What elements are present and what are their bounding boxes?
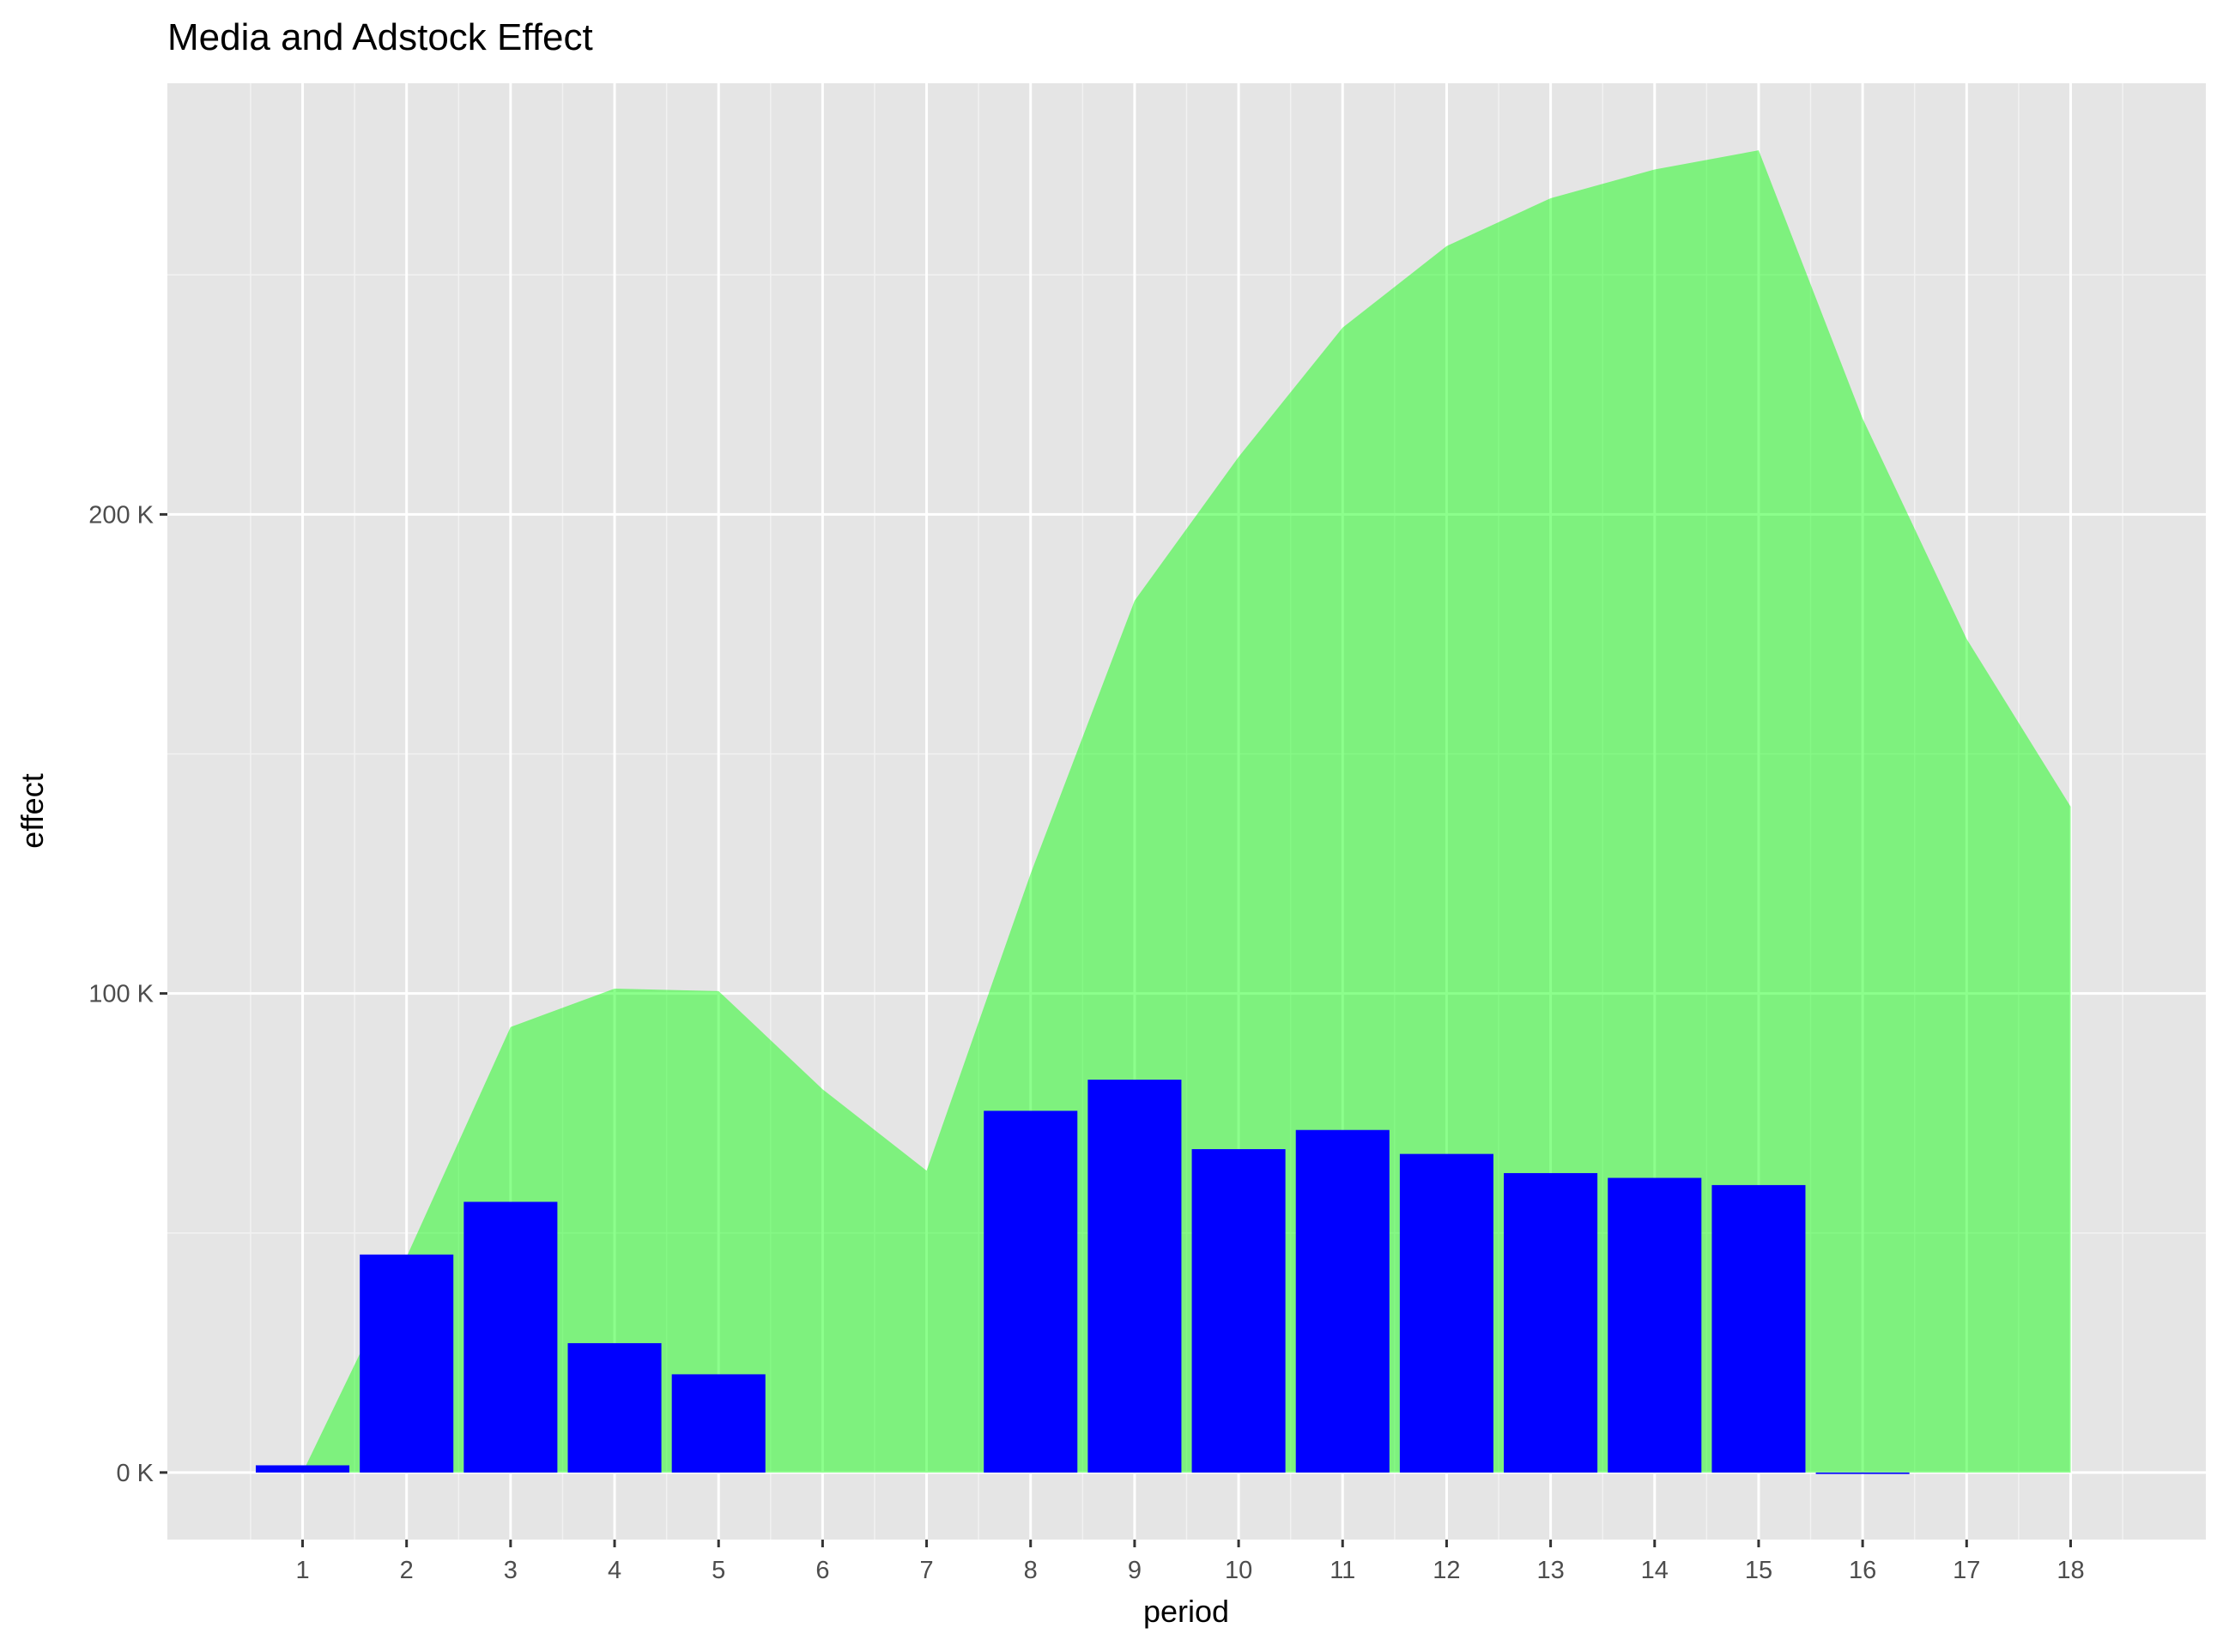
media-bar: [671, 1374, 766, 1473]
media-bar: [1815, 1472, 1910, 1474]
x-tick-label: 15: [1745, 1557, 1772, 1584]
media-bar: [1295, 1129, 1390, 1473]
x-tick-label: 11: [1330, 1557, 1355, 1584]
y-axis-title: effect: [15, 773, 50, 848]
media-bar: [1711, 1184, 1806, 1473]
x-tick-label: 18: [2056, 1557, 2084, 1584]
media-bar: [984, 1110, 1078, 1473]
media-bar: [1087, 1080, 1182, 1473]
x-tick-label: 8: [1024, 1557, 1038, 1584]
x-axis-title: period: [1143, 1594, 1229, 1629]
y-tick-label: 100 K: [88, 981, 154, 1008]
x-tick-label: 17: [1953, 1557, 1980, 1584]
y-tick-label: 200 K: [88, 501, 154, 529]
minor-gridlines: [167, 83, 2206, 1540]
y-tick-label: 0 K: [116, 1460, 154, 1487]
y-axis: 0 K 100 K 200 K: [88, 501, 167, 1487]
media-bar: [1399, 1153, 1493, 1473]
x-tick-label: 16: [1849, 1557, 1876, 1584]
media-bar: [1504, 1172, 1598, 1473]
adstock-area: [302, 150, 2071, 1473]
x-tick-label: 6: [815, 1557, 829, 1584]
media-bar: [255, 1465, 350, 1473]
x-tick-label: 13: [1536, 1557, 1564, 1584]
x-tick-label: 4: [608, 1557, 621, 1584]
media-bar: [360, 1254, 454, 1473]
x-tick-label: 12: [1433, 1557, 1460, 1584]
media-bar: [1608, 1177, 1702, 1473]
x-tick-label: 5: [712, 1557, 725, 1584]
x-axis: 1 2 3 4 5 6 7 8 9 10 11 12 13 14 15 16 17 18: [295, 1540, 2085, 1584]
x-tick-label: 10: [1225, 1557, 1252, 1584]
x-tick-label: 9: [1128, 1557, 1142, 1584]
chart-title: Media and Adstock Effect: [167, 16, 593, 58]
media-bar: [567, 1343, 662, 1473]
adstock-area-layer: [302, 150, 2071, 1473]
x-tick-label: 2: [400, 1557, 414, 1584]
x-tick-label: 3: [504, 1557, 518, 1584]
media-bar: [1191, 1149, 1286, 1473]
x-tick-label: 7: [919, 1557, 933, 1584]
x-tick-label: 1: [295, 1557, 309, 1584]
media-bar-layer: [255, 1080, 1910, 1474]
media-bar: [463, 1201, 558, 1473]
x-tick-label: 14: [1641, 1557, 1669, 1584]
